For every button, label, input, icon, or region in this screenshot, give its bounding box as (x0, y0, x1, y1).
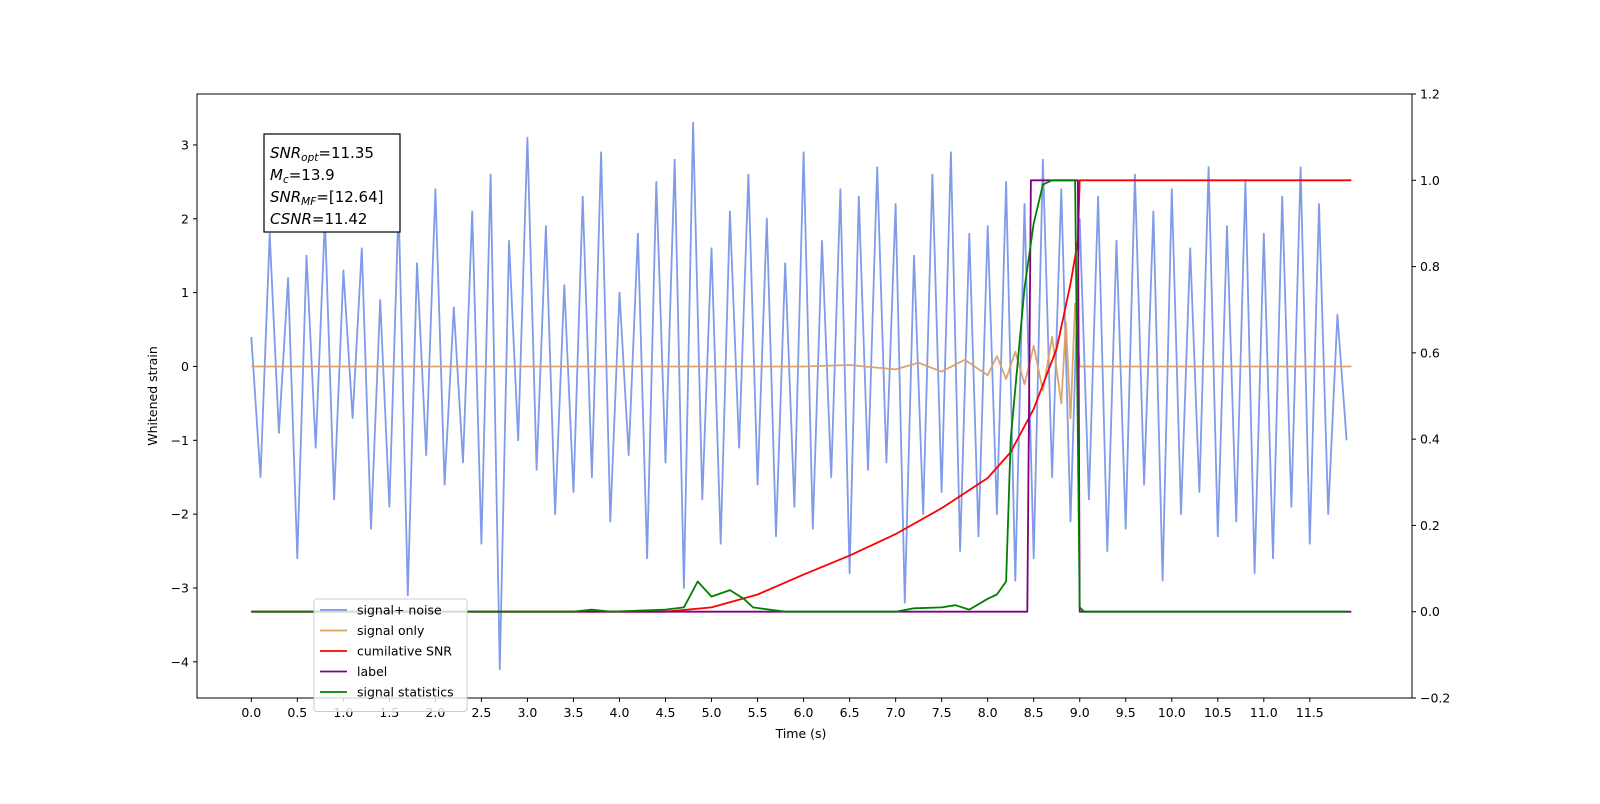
legend-box (313, 598, 468, 712)
legend-label: signal statistics (357, 685, 454, 700)
x-tick-label: 0.0 (241, 705, 261, 720)
y-axis-label: Whitened strain (145, 346, 160, 445)
legend-label: signal only (357, 623, 425, 638)
y-tick-label: 0 (181, 359, 189, 374)
y-tick-label: −2 (171, 507, 189, 522)
x-tick-label: 7.5 (932, 705, 952, 720)
legend-label: signal+ noise (357, 603, 442, 618)
x-tick-label: 11.5 (1296, 705, 1324, 720)
legend-label: cumilative SNR (357, 644, 452, 659)
annotation-box (263, 133, 401, 233)
annotation-value: =11.35 (318, 144, 374, 162)
y2-tick-label: 0.8 (1420, 259, 1440, 274)
y2-tick-label: 1.2 (1420, 87, 1440, 102)
x-tick-label: 11.0 (1250, 705, 1278, 720)
annotation-symbol: SNR (270, 188, 301, 206)
x-tick-label: 0.5 (287, 705, 307, 720)
y-tick-label: 3 (181, 137, 189, 152)
y2-tick-label: 0.6 (1420, 345, 1440, 360)
x-tick-label: 5.5 (748, 705, 768, 720)
annotation-symbol: M (270, 166, 283, 184)
annotation-text: SNRMF=[12.64] (270, 188, 384, 208)
x-tick-label: 9.5 (1116, 705, 1136, 720)
x-tick-label: 3.0 (517, 705, 537, 720)
x-tick-label: 10.5 (1204, 705, 1232, 720)
y2-tick-label: 1.0 (1420, 173, 1440, 188)
annotation-subscript: MF (301, 196, 317, 208)
x-tick-label: 4.0 (610, 705, 630, 720)
annotation-symbol: CSNR (270, 210, 312, 228)
annotation-value: =11.42 (312, 210, 368, 228)
x-tick-label: 8.5 (1024, 705, 1044, 720)
y2-tick-label: −0.2 (1420, 691, 1450, 706)
x-tick-label: 6.5 (840, 705, 860, 720)
annotation-text: CSNR=11.42 (270, 210, 367, 228)
annotation-value: =[12.64] (316, 188, 383, 206)
x-tick-label: 10.0 (1158, 705, 1186, 720)
y-tick-label: −3 (171, 580, 189, 595)
series-line (250, 121, 1348, 671)
plot-frame (196, 93, 1413, 699)
x-tick-label: 9.0 (1070, 705, 1090, 720)
x-axis-label: Time (s) (775, 726, 827, 741)
series-line (251, 179, 1352, 613)
y-tick-label: −4 (171, 654, 189, 669)
annotation-subscript: c (283, 174, 289, 186)
x-tick-label: 4.5 (656, 705, 676, 720)
x-tick-label: 6.0 (794, 705, 814, 720)
x-tick-label: 3.5 (564, 705, 584, 720)
annotation-value: =13.9 (289, 166, 335, 184)
annotation-symbol: SNR (270, 144, 301, 162)
y2-tick-label: 0.2 (1420, 518, 1440, 533)
annotation-text: Mc=13.9 (270, 166, 335, 186)
y-tick-label: 1 (181, 285, 189, 300)
x-tick-label: 7.0 (886, 705, 906, 720)
y2-tick-label: 0.0 (1420, 604, 1440, 619)
y-tick-label: 2 (181, 211, 189, 226)
legend-label: label (357, 664, 387, 679)
annotation-text: SNRopt=11.35 (270, 144, 374, 164)
y-tick-label: −1 (171, 433, 189, 448)
series-line (251, 302, 1352, 420)
annotation-subscript: opt (301, 152, 319, 164)
x-tick-label: 8.0 (978, 705, 998, 720)
x-tick-label: 5.0 (702, 705, 722, 720)
series-line (251, 179, 1347, 613)
x-tick-label: 2.5 (471, 705, 491, 720)
y2-tick-label: 0.4 (1420, 432, 1440, 447)
